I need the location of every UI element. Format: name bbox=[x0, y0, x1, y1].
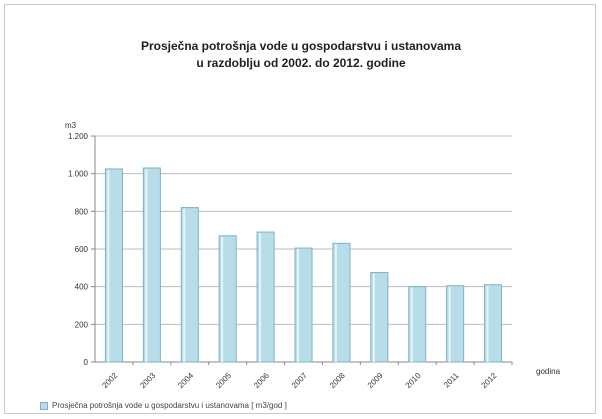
y-tick-label: 1.000 bbox=[68, 170, 89, 179]
x-tick-label: 2003 bbox=[138, 371, 157, 390]
bar bbox=[332, 242, 351, 363]
bar bbox=[294, 247, 313, 363]
x-tick-label: 2004 bbox=[176, 371, 195, 390]
bar bbox=[180, 207, 199, 363]
x-tick-label: 2012 bbox=[480, 371, 499, 390]
bar bbox=[256, 231, 275, 363]
y-tick-label: 200 bbox=[75, 320, 89, 329]
y-tick-label: 600 bbox=[75, 245, 89, 254]
bar bbox=[104, 168, 123, 363]
y-tick-label: 800 bbox=[75, 207, 89, 216]
legend-label: Prosječna potrošnja vode u gospodarstvu … bbox=[52, 401, 287, 410]
y-tick-label: 0 bbox=[84, 358, 89, 367]
chart-title-line-1: Prosječna potrošnja vode u gospodarstvu … bbox=[140, 39, 462, 53]
y-axis-label: m3 bbox=[65, 121, 77, 130]
bar bbox=[142, 167, 161, 363]
x-tick-label: 2007 bbox=[290, 371, 309, 390]
x-tick-label: 2009 bbox=[366, 371, 385, 390]
x-tick-label: 2002 bbox=[100, 371, 119, 390]
bar bbox=[446, 285, 465, 363]
y-tick-label: 400 bbox=[75, 283, 89, 292]
chart-title-line-2: u razdoblju od 2002. do 2012. godine bbox=[196, 56, 406, 70]
bar bbox=[218, 235, 237, 363]
legend: Prosječna potrošnja vode u gospodarstvu … bbox=[40, 401, 287, 410]
bar bbox=[484, 284, 503, 363]
x-tick-label: 2006 bbox=[252, 371, 271, 390]
x-tick-label: 2010 bbox=[404, 371, 423, 390]
legend-swatch bbox=[40, 401, 48, 410]
x-tick-label: 2005 bbox=[214, 371, 233, 390]
x-tick-label: 2008 bbox=[328, 371, 347, 390]
bar bbox=[408, 286, 427, 363]
x-axis-label: godina bbox=[536, 367, 561, 376]
bar bbox=[370, 272, 389, 363]
chart-title: Prosječna potrošnja vode u gospodarstvu … bbox=[0, 38, 602, 72]
x-tick-label: 2011 bbox=[442, 371, 461, 390]
y-tick-label: 1.200 bbox=[68, 132, 89, 141]
